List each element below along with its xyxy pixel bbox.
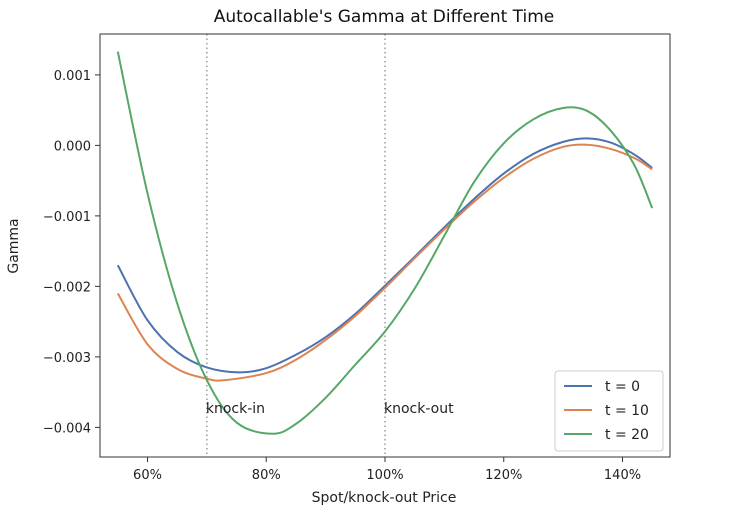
vline-label-knock-in: knock-in: [206, 401, 265, 417]
x-tick-label: 140%: [604, 468, 641, 483]
legend-box: [554, 370, 664, 452]
x-tick-label: 100%: [366, 468, 403, 483]
x-axis-label: Spot/knock-out Price: [312, 490, 457, 506]
y-tick-label: −0.001: [43, 210, 91, 225]
y-tick-label: 0.001: [54, 69, 91, 84]
x-tick-label: 120%: [485, 468, 522, 483]
y-axis-label: Gamma: [6, 218, 22, 273]
series-line-t2: [116, 51, 654, 435]
series-line-t1: [116, 143, 653, 382]
legend-label-t1: t = 10: [605, 403, 649, 419]
y-tick-label: −0.004: [43, 421, 91, 436]
series-line-t0: [116, 137, 653, 374]
chart-title: Autocallable's Gamma at Different Time: [214, 7, 555, 27]
y-tick-label: −0.003: [43, 351, 91, 366]
legend-label-t0: t = 0: [605, 379, 640, 395]
vline-label-knock-out: knock-out: [384, 401, 454, 417]
x-tick-label: 60%: [133, 468, 162, 483]
y-tick-label: −0.002: [43, 280, 91, 295]
plot-area: knock-in knock-out 60% 80% 100% 120% 140% 0.001…: [43, 33, 671, 483]
x-tick-label: 80%: [252, 468, 281, 483]
y-tick-label: 0.000: [54, 139, 91, 154]
legend-label-t2: t = 20: [605, 427, 649, 443]
